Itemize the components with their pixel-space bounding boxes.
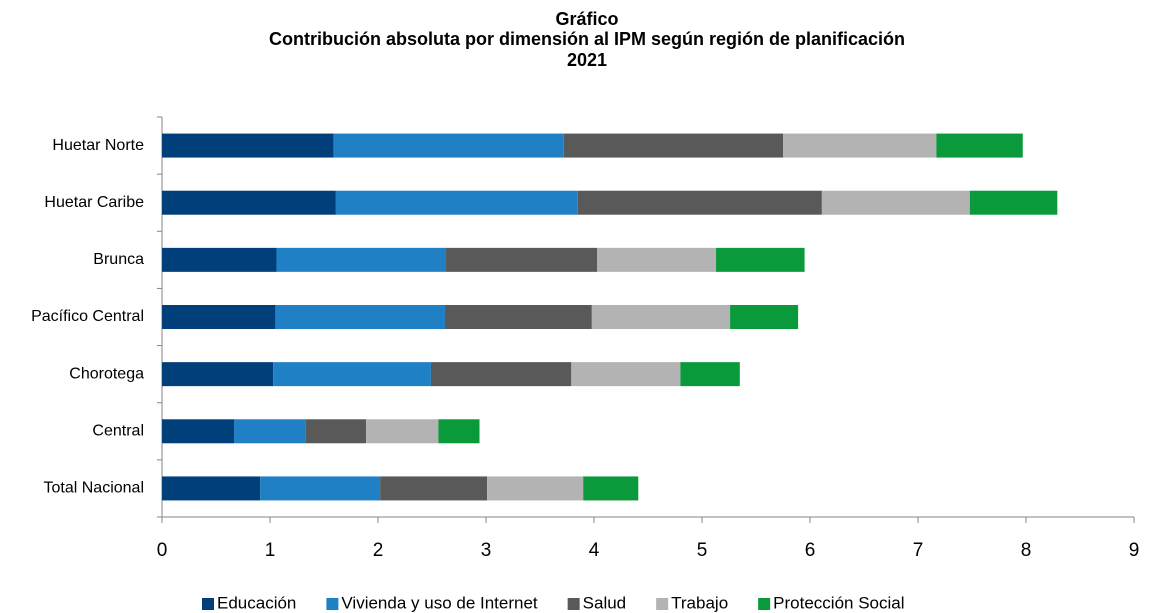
legend-label: Educación: [217, 593, 296, 612]
bar-segment: [716, 247, 805, 272]
bar-segment: [366, 419, 439, 444]
bar-segment: [680, 362, 740, 387]
bar-segment: [162, 362, 274, 387]
y-tick-label: Central: [92, 423, 144, 440]
bar-segment: [380, 476, 488, 501]
bar-segment: [936, 133, 1023, 158]
bar-segment: [821, 190, 970, 215]
bar-segment: [234, 419, 306, 444]
bar-segment: [597, 247, 717, 272]
legend-swatch: [656, 598, 669, 610]
bar-segment: [305, 419, 367, 444]
bar-segment: [446, 247, 598, 272]
bar-segment: [333, 133, 564, 158]
legend-swatch: [202, 598, 214, 610]
bar-segment: [438, 419, 480, 444]
legend-swatch: [758, 598, 771, 610]
legend-label: Salud: [583, 593, 626, 612]
x-tick-label: 4: [589, 540, 600, 561]
legend-label: Protección Social: [773, 593, 904, 612]
x-tick-label: 3: [481, 540, 492, 561]
bar-segment: [162, 476, 261, 501]
y-tick-label: Pacífico Central: [31, 308, 144, 325]
bar-segment: [335, 190, 578, 215]
bar-segment: [577, 190, 822, 215]
bar-segment: [583, 476, 639, 501]
bar-segment: [969, 190, 1058, 215]
x-tick-label: 1: [265, 540, 276, 561]
bar-segment: [563, 133, 783, 158]
bar-segment: [162, 133, 334, 158]
bar-segment: [571, 362, 681, 387]
chart-title: Contribución absoluta por dimensión al I…: [269, 29, 905, 49]
legend-swatch: [567, 598, 580, 610]
bar-segment: [487, 476, 584, 501]
bar-segment: [430, 362, 572, 387]
bar-segment: [783, 133, 937, 158]
legend-label: Trabajo: [671, 593, 728, 612]
bar-segment: [275, 305, 445, 329]
y-tick-label: Total Nacional: [44, 480, 145, 497]
bar-segment: [273, 362, 431, 387]
x-tick-label: 6: [805, 540, 816, 561]
x-tick-label: 9: [1129, 540, 1140, 561]
bar-segment: [444, 305, 592, 329]
bar-segment: [162, 305, 276, 329]
bar-segment: [260, 476, 381, 501]
y-tick-label: Brunca: [93, 251, 144, 268]
y-tick-label: Chorotega: [69, 365, 144, 382]
legend-label: Vivienda y uso de Internet: [341, 593, 538, 612]
x-tick-label: 7: [913, 540, 924, 561]
bar-segment: [162, 190, 336, 215]
x-tick-label: 8: [1021, 540, 1032, 561]
x-tick-label: 2: [373, 540, 384, 561]
bar-segment: [730, 305, 799, 329]
bar-segment: [162, 419, 235, 444]
bar-segment: [162, 247, 277, 272]
chart-title: 2021: [567, 50, 607, 70]
bar-segment: [591, 305, 731, 329]
y-tick-label: Huetar Norte: [52, 137, 144, 154]
chart-title: Gráfico: [555, 9, 618, 29]
x-tick-label: 5: [697, 540, 708, 561]
bar-segment: [276, 247, 447, 272]
x-tick-label: 0: [157, 540, 168, 561]
y-tick-label: Huetar Caribe: [44, 194, 144, 211]
legend-swatch: [326, 598, 339, 610]
